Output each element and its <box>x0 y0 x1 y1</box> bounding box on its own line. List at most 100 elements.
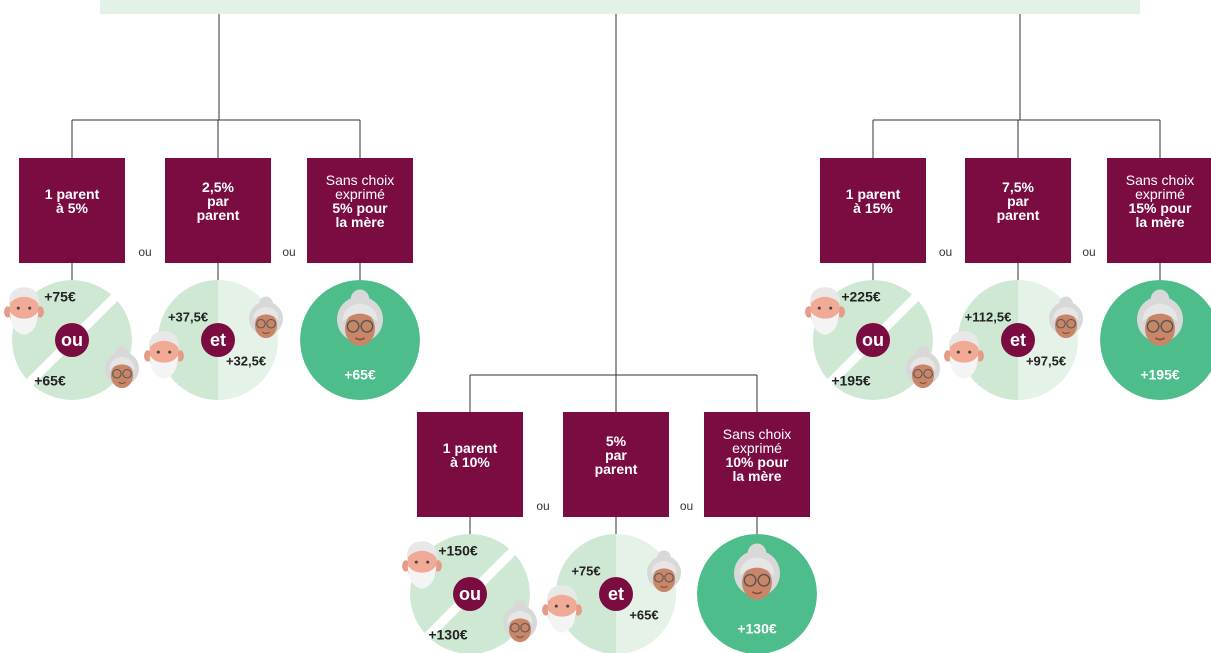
fringe <box>342 303 378 322</box>
grandma-icon <box>906 346 940 389</box>
grandpa-icon <box>4 287 44 335</box>
separator: ou <box>1082 245 1095 259</box>
glasses <box>923 368 933 379</box>
box-text: 2,5% <box>202 179 234 195</box>
grandpa-icon <box>805 287 845 335</box>
amount: +75€ <box>44 289 76 305</box>
grandma-icon <box>734 543 780 600</box>
mouth <box>516 635 524 638</box>
box-text: la mère <box>732 468 781 484</box>
amount: +97,5€ <box>1026 353 1066 368</box>
amount: +37,5€ <box>168 309 208 324</box>
hair <box>406 541 438 559</box>
box-text: parent <box>595 461 638 477</box>
joiner: ou <box>61 330 83 350</box>
separator: ou <box>680 499 693 513</box>
amount-circle <box>1100 280 1211 400</box>
option-box <box>19 158 125 263</box>
joiner-badge <box>453 577 487 611</box>
bun <box>1150 289 1170 308</box>
box-text: exprimé <box>335 186 385 202</box>
mouth <box>118 381 126 384</box>
bun <box>259 296 273 311</box>
box-text: à 5% <box>56 200 88 216</box>
box-text: 5% <box>606 433 627 449</box>
box-text: par <box>1007 193 1029 209</box>
glasses <box>520 622 530 633</box>
eye <box>16 306 20 310</box>
option-box <box>965 158 1071 263</box>
option-box <box>563 412 669 517</box>
eye <box>829 306 833 310</box>
amount: +65€ <box>344 367 376 383</box>
option-box <box>1107 158 1211 263</box>
bun <box>916 346 930 361</box>
fringe <box>910 356 936 371</box>
eye <box>156 350 160 354</box>
mouth <box>262 331 270 334</box>
joiner: ou <box>459 584 481 604</box>
grandpa-icon <box>944 331 984 379</box>
separator: ou <box>138 245 151 259</box>
joiner-badge <box>201 323 235 357</box>
mouth <box>751 591 763 595</box>
glasses <box>360 319 374 333</box>
joiner: et <box>608 584 624 604</box>
beard <box>407 565 437 589</box>
grandma-icon <box>503 600 537 643</box>
glasses <box>757 573 771 587</box>
grandma-icon <box>249 296 283 339</box>
bun <box>657 550 671 565</box>
box-text: 5% pour <box>332 200 388 216</box>
grandma-icon <box>1049 296 1083 339</box>
amount: +32,5€ <box>226 353 266 368</box>
beard <box>949 355 979 379</box>
mouth <box>660 585 668 588</box>
joiner-badge <box>599 577 633 611</box>
hair <box>546 585 578 603</box>
box-text: Sans choix <box>1126 172 1194 188</box>
amount: +75€ <box>571 563 600 578</box>
box-text: exprimé <box>1135 186 1185 202</box>
box-text: parent <box>997 207 1040 223</box>
amount: +130€ <box>428 627 468 643</box>
ear <box>402 560 410 572</box>
box-text: exprimé <box>732 440 782 456</box>
box-text: parent <box>197 207 240 223</box>
mouth <box>1062 331 1070 334</box>
mouth <box>1154 337 1166 341</box>
fringe <box>109 356 135 371</box>
joiner-badge <box>55 323 89 357</box>
fringe <box>651 560 677 575</box>
eye <box>817 306 821 310</box>
amount: +112,5€ <box>965 309 1012 324</box>
amount: +225€ <box>841 289 881 305</box>
box-text: par <box>207 193 229 209</box>
grandma-icon <box>1137 289 1183 346</box>
bun <box>513 600 527 615</box>
option-box <box>704 412 810 517</box>
fringe <box>1142 303 1178 322</box>
eye <box>168 350 172 354</box>
bun <box>747 543 767 562</box>
joiner-badge <box>1001 323 1035 357</box>
eye <box>426 560 430 564</box>
amount: +65€ <box>34 373 66 389</box>
fringe <box>1053 306 1079 321</box>
glasses <box>913 368 923 379</box>
eye <box>554 604 558 608</box>
option-box <box>307 158 413 263</box>
amount: +150€ <box>438 543 478 559</box>
option-box <box>417 412 523 517</box>
glasses <box>743 573 757 587</box>
box-text: 1 parent <box>45 186 100 202</box>
box-text: à 10% <box>450 454 490 470</box>
grandma-icon <box>647 550 681 593</box>
box-text: par <box>605 447 627 463</box>
glasses <box>1160 319 1174 333</box>
top-bar <box>100 0 1140 14</box>
eye <box>28 306 32 310</box>
joiner: ou <box>862 330 884 350</box>
amount: +195€ <box>1140 367 1180 383</box>
